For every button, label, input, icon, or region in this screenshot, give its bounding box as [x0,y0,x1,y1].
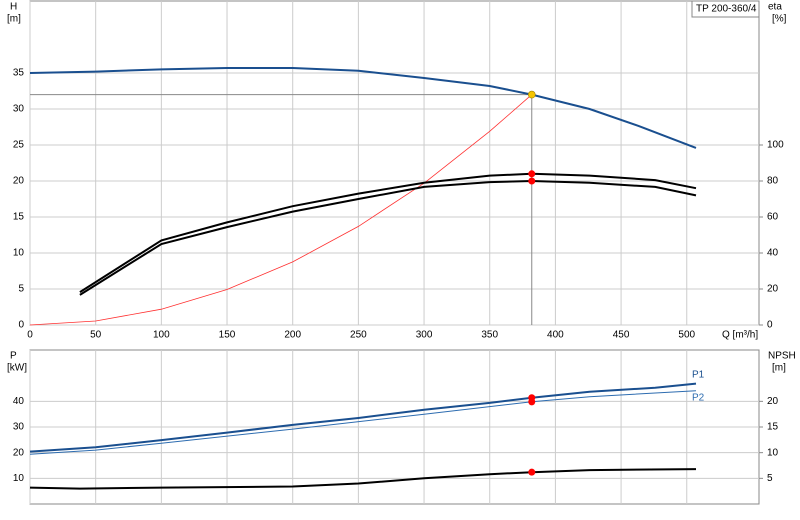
y-tick-label: 15 [13,212,25,223]
x-tick-label: 50 [90,330,102,341]
y-axis-label: P [10,351,17,362]
y-tick-label: 30 [13,422,25,433]
x-tick-label: 350 [481,330,498,341]
x-tick-label: 500 [678,330,695,341]
y2-tick-label: 100 [767,140,784,151]
x-tick-label: 100 [153,330,170,341]
point [528,398,536,406]
y2-tick-label: 10 [767,447,779,458]
curve [79,179,697,296]
y-tick-label: 20 [13,176,25,187]
legend-label: P2 [692,392,705,403]
y2-tick-label: 20 [767,396,779,407]
y-tick-label: 10 [13,473,25,484]
curve [29,67,697,149]
y2-axis-label: eta [768,2,782,13]
y-tick-label: 0 [18,320,24,331]
curve [29,382,697,453]
x-axis-label: Q [m³/h] [722,330,758,341]
y2-axis-unit: [%] [772,14,787,25]
x-tick-label: 450 [613,330,630,341]
y-tick-label: 25 [13,140,25,151]
y2-axis-unit: [m] [772,363,786,374]
y-tick-label: 5 [18,284,24,295]
curve [29,390,697,455]
point [528,177,536,185]
curve [29,468,697,490]
model-box [691,0,760,18]
point [528,170,536,178]
x-tick-label: 250 [350,330,367,341]
y-axis-unit: [m] [7,14,21,25]
y2-tick-label: 20 [767,284,779,295]
y2-tick-label: 0 [767,320,773,331]
duty-point [527,90,536,99]
y2-tick-label: 40 [767,248,779,259]
model-label: TP 200-360/4 [696,4,757,15]
point [528,468,536,476]
y-tick-label: 20 [13,447,25,458]
y-axis-unit: [kW] [7,363,27,374]
y2-axis-label: NPSH [768,351,796,362]
x-tick-label: 0 [27,330,33,341]
y2-tick-label: 80 [767,176,779,187]
legend-label: P1 [692,369,705,380]
curve [29,94,533,326]
y-tick-label: 30 [13,104,25,115]
plot-frame [29,0,760,326]
y2-tick-label: 5 [767,473,773,484]
y2-tick-label: 60 [767,212,779,223]
x-tick-label: 200 [284,330,301,341]
y-axis-label: H [10,2,17,13]
curve [79,172,697,293]
y-tick-label: 35 [13,68,25,79]
y-tick-label: 40 [13,396,25,407]
y2-tick-label: 15 [767,422,779,433]
y-tick-label: 10 [13,248,25,259]
x-tick-label: 300 [416,330,433,341]
x-tick-label: 150 [219,330,236,341]
x-tick-label: 400 [547,330,564,341]
